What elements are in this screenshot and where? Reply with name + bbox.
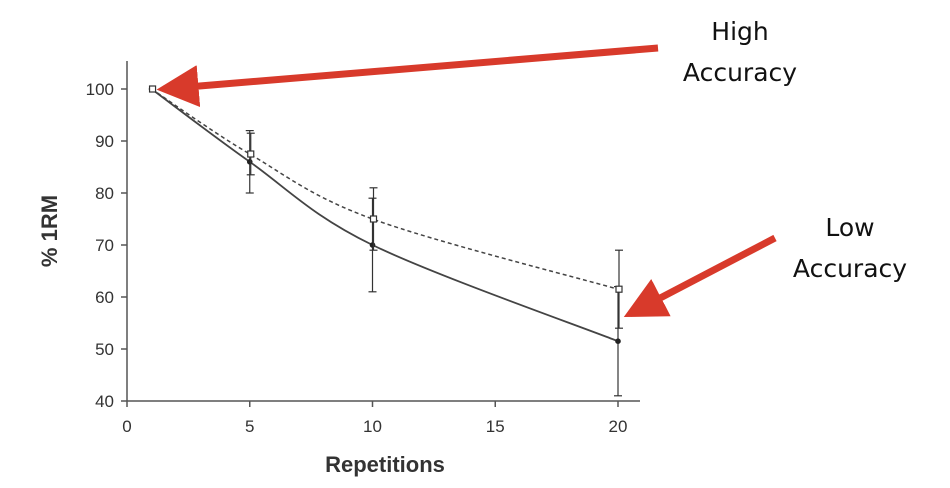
y-tick-label: 80 xyxy=(95,184,114,203)
annotation-low-accuracy: Low Accuracy xyxy=(623,213,907,318)
series-dashed xyxy=(148,85,623,329)
x-tick-label: 15 xyxy=(486,417,505,436)
data-point xyxy=(148,85,157,93)
series-line xyxy=(151,88,619,343)
data-point xyxy=(369,215,378,223)
y-ticks: 40 50 60 70 80 90 100 xyxy=(86,80,127,411)
data-point xyxy=(615,338,621,345)
x-tick-label: 0 xyxy=(122,417,131,436)
series-line xyxy=(151,88,619,290)
series-solid xyxy=(148,86,622,397)
annotations: High Accuracy Low Accuracy xyxy=(156,17,907,318)
y-tick-label: 100 xyxy=(86,80,114,99)
x-tick-label: 5 xyxy=(245,417,254,436)
axes xyxy=(126,61,640,402)
x-axis-title: Repetitions xyxy=(325,452,445,477)
y-tick-label: 50 xyxy=(95,340,114,359)
data-point xyxy=(615,285,623,293)
annotation-text-line: Accuracy xyxy=(793,254,907,283)
x-ticks: 0 5 10 15 20 xyxy=(122,401,627,436)
annotation-text-line: High xyxy=(711,17,768,46)
y-tick-label: 60 xyxy=(95,288,114,307)
annotation-text-line: Accuracy xyxy=(683,58,797,87)
x-tick-label: 10 xyxy=(363,417,382,436)
annotation-arrow xyxy=(156,44,659,108)
y-tick-label: 70 xyxy=(95,236,114,255)
y-tick-label: 40 xyxy=(95,392,114,411)
data-point xyxy=(246,159,253,165)
x-tick-label: 20 xyxy=(609,417,628,436)
data-point xyxy=(247,150,255,158)
y-tick-label: 90 xyxy=(95,132,114,151)
data-point xyxy=(369,242,376,248)
plot-area xyxy=(148,85,623,397)
y-axis-title: % 1RM xyxy=(37,195,62,267)
annotation-arrow xyxy=(623,234,777,318)
annotation-text-line: Low xyxy=(825,213,874,242)
annotation-high-accuracy: High Accuracy xyxy=(156,17,797,108)
